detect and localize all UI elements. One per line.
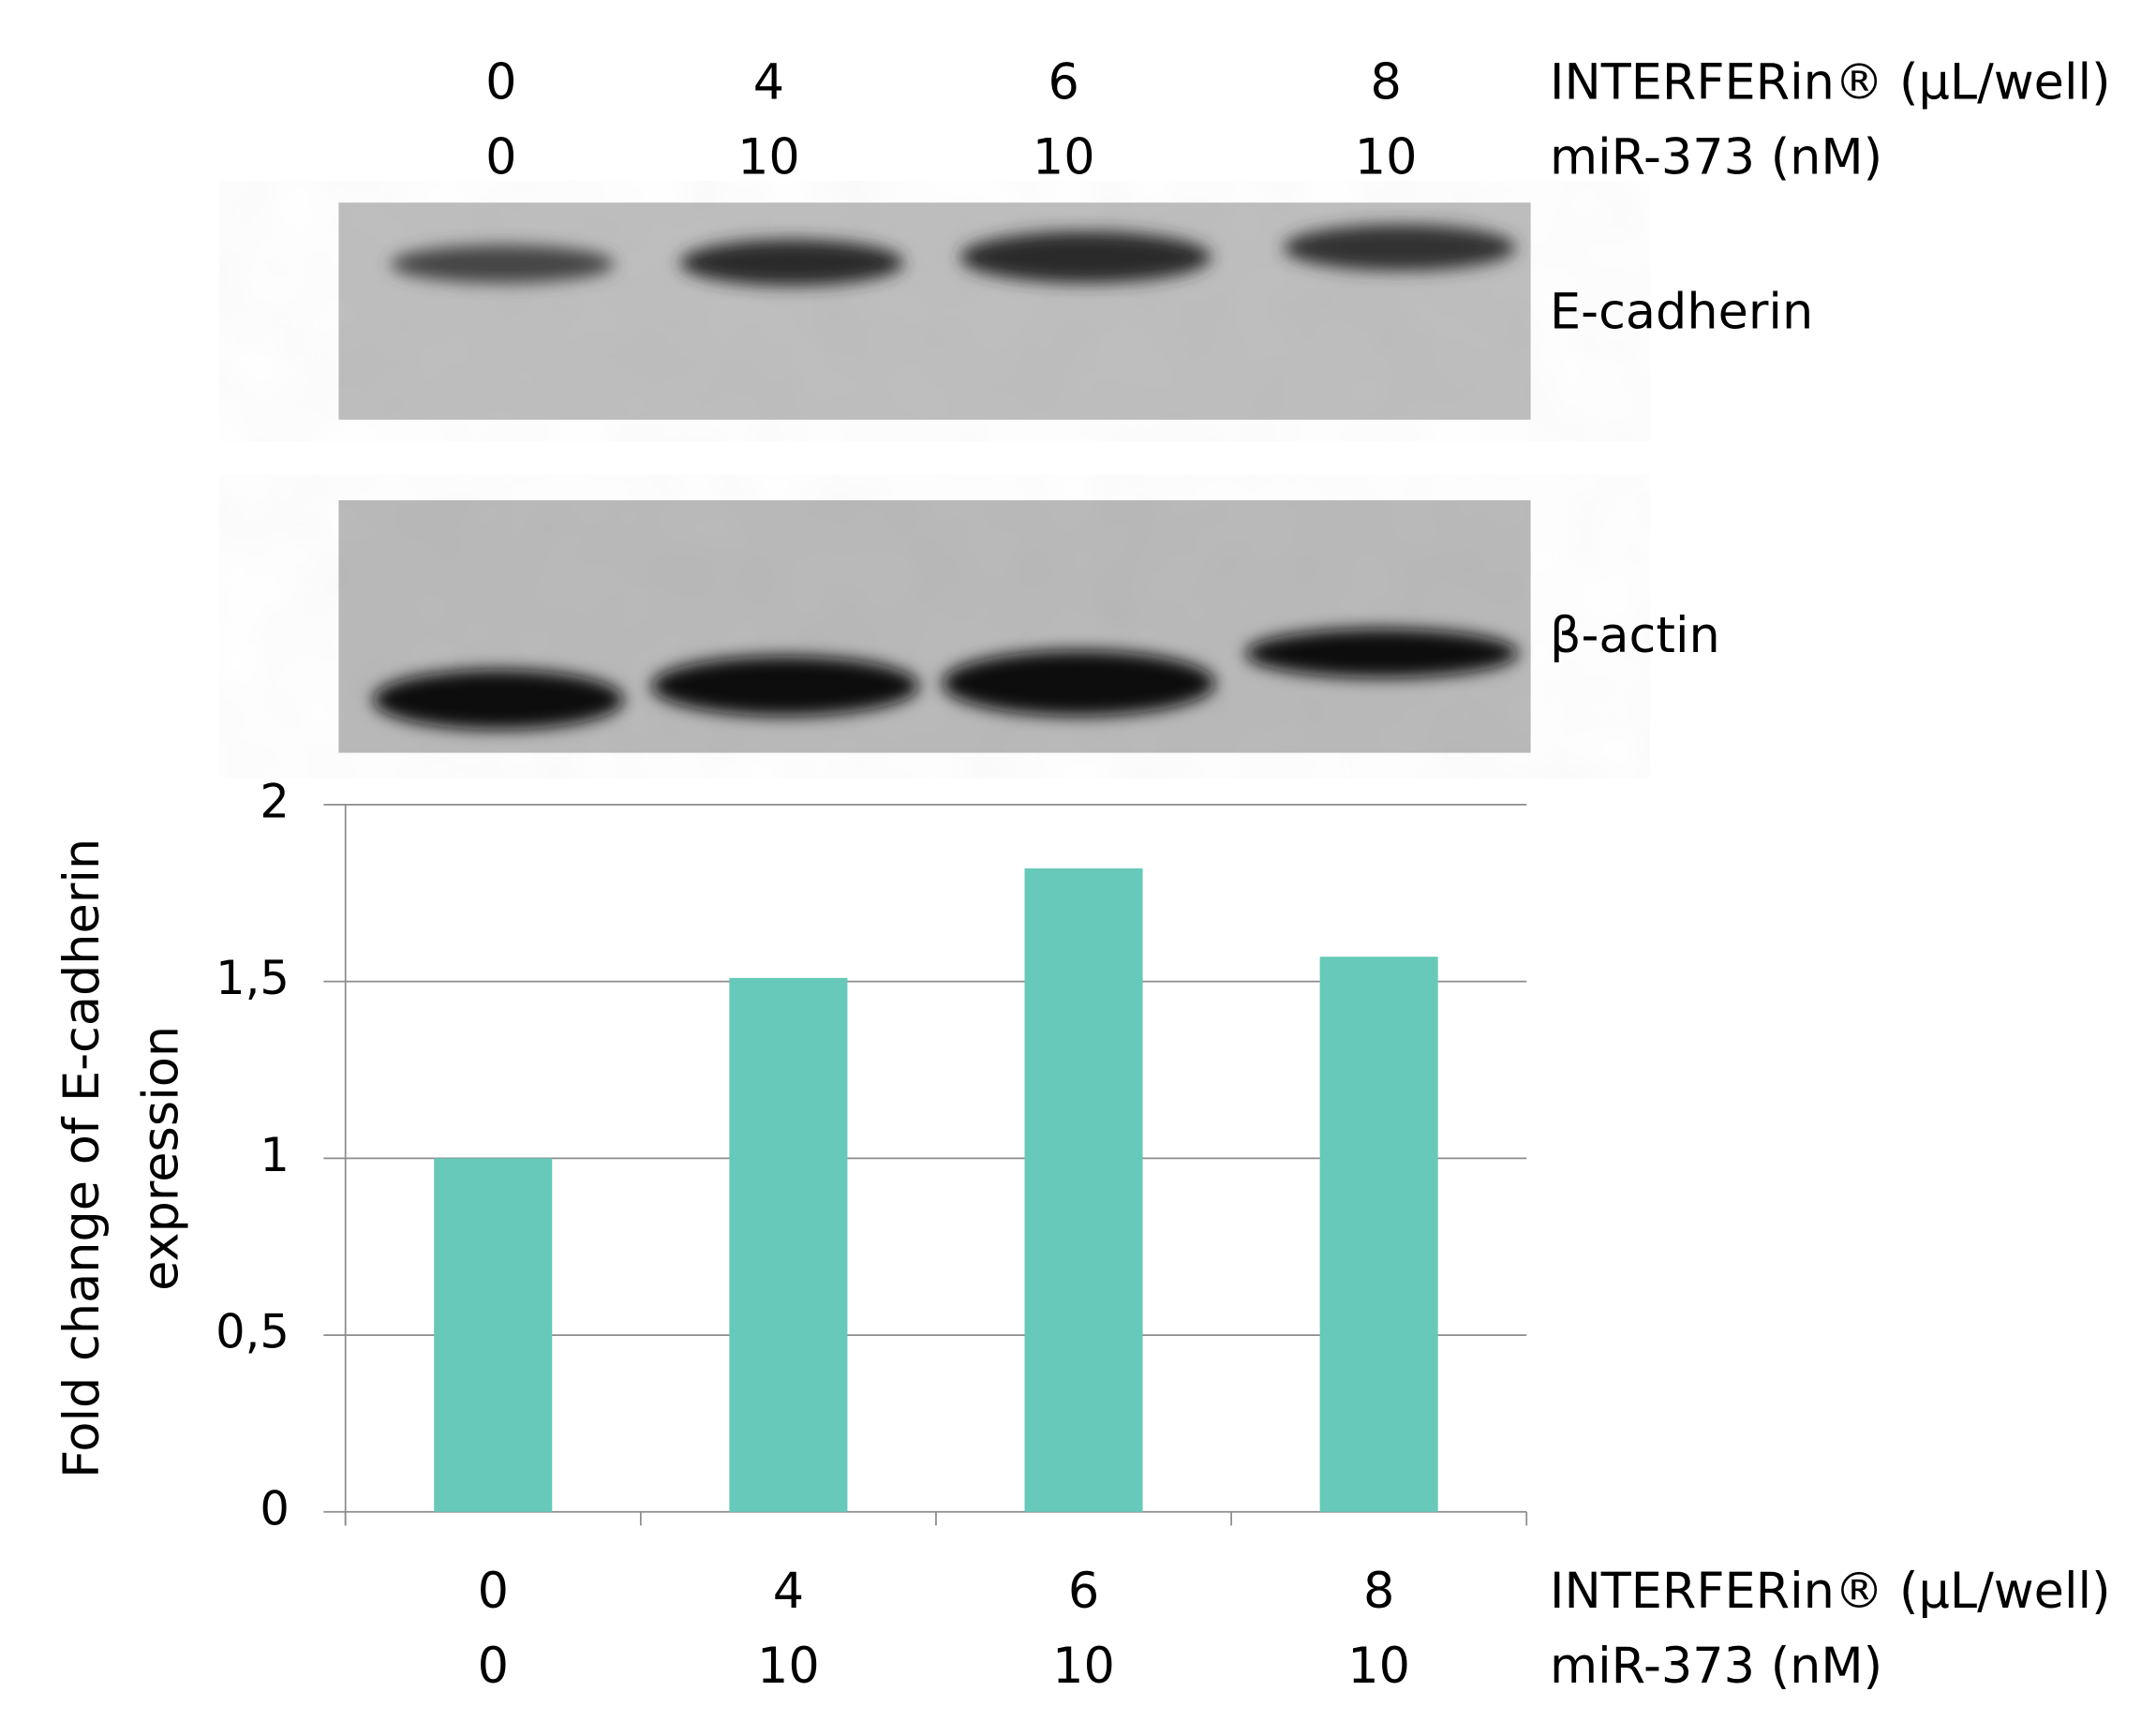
bar xyxy=(1319,957,1438,1512)
bar xyxy=(729,977,848,1512)
lane-label: 10 xyxy=(1033,129,1095,186)
lane-label: 0 xyxy=(485,129,516,186)
x-tick-label: 0 xyxy=(478,1638,509,1695)
y-tick-label: 0,5 xyxy=(216,1305,290,1359)
y-tick-label: 0 xyxy=(260,1481,290,1536)
y-axis-title: Fold change of E-cadherin xyxy=(53,838,111,1478)
y-tick-label: 2 xyxy=(260,774,290,828)
blot-e-cadherin xyxy=(338,202,1531,420)
x-tick-label: 10 xyxy=(1052,1638,1115,1695)
row-label: INTERFERin® (µL/well) xyxy=(1550,54,2111,111)
row-label: miR-373 (nM) xyxy=(1550,1638,1882,1695)
lane-label: 6 xyxy=(1048,54,1079,111)
x-tick-label: 10 xyxy=(757,1638,820,1695)
x-tick-label: 4 xyxy=(773,1563,804,1620)
bar xyxy=(434,1158,553,1512)
band-label: E-cadherin xyxy=(1550,283,1813,340)
lane-label: 10 xyxy=(1355,129,1418,186)
lane-label: 8 xyxy=(1370,54,1401,111)
row-label: miR-373 (nM) xyxy=(1550,129,1882,186)
y-tick-label: 1 xyxy=(260,1128,290,1182)
lane-label: 0 xyxy=(485,54,516,111)
x-tick-label: 8 xyxy=(1363,1563,1394,1620)
x-tick-label: 0 xyxy=(478,1563,509,1620)
y-axis-title: expression xyxy=(133,1026,190,1291)
x-tick-label: 6 xyxy=(1068,1563,1099,1620)
lane-label: 4 xyxy=(753,54,784,111)
blot-beta-actin xyxy=(338,499,1531,753)
row-label: INTERFERin® (µL/well) xyxy=(1550,1563,2111,1620)
band-label: β-actin xyxy=(1550,607,1720,664)
lane-label: 10 xyxy=(737,129,800,186)
y-tick-label: 1,5 xyxy=(216,951,290,1005)
x-tick-label: 10 xyxy=(1347,1638,1410,1695)
bar xyxy=(1024,868,1143,1512)
